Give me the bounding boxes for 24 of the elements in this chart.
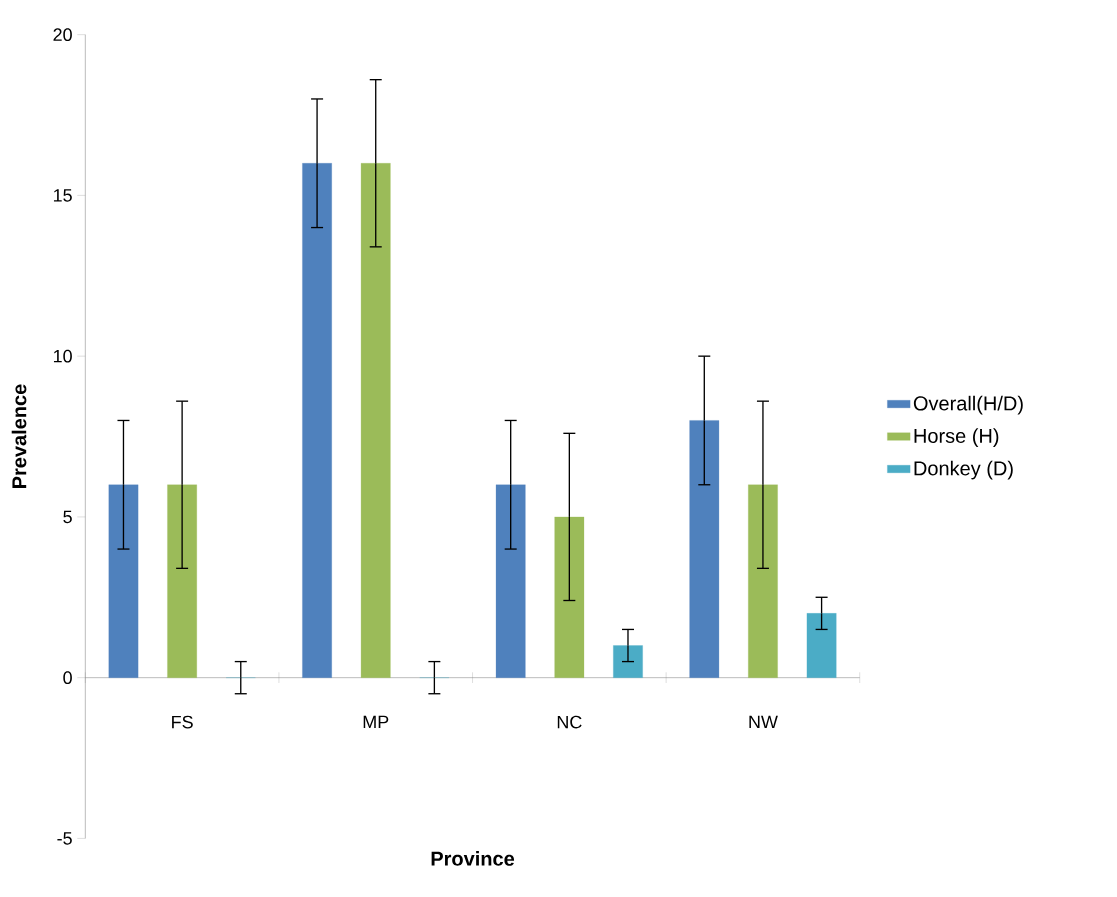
y-tick-label: 15: [53, 189, 72, 202]
bar: [360, 163, 391, 678]
bar: [167, 484, 197, 678]
x-tick-label: NC: [557, 715, 582, 729]
x-tick-label: MP: [363, 715, 389, 729]
bar: [806, 613, 837, 678]
bar: [495, 484, 526, 678]
legend-label: Horse (H): [914, 428, 999, 447]
bar: [748, 484, 778, 678]
x-axis-title: Province: [431, 851, 515, 866]
y-tick-label: 10: [53, 349, 72, 363]
legend-label: Donkey (D): [914, 460, 1013, 480]
y-axis-title: Prevalence: [11, 384, 27, 488]
y-tick-label: 20: [53, 28, 72, 41]
y-tick-label: 0: [63, 671, 72, 684]
bar: [613, 645, 643, 678]
bar: [689, 420, 720, 678]
x-tick-label: NW: [749, 715, 778, 729]
legend-label: Overall(H/D): [913, 395, 1023, 415]
bar: [302, 163, 332, 678]
y-tick-label: 5: [63, 510, 72, 524]
x-tick-label: FS: [172, 715, 193, 729]
y-tick-label: -5: [57, 832, 72, 845]
bar: [108, 484, 139, 678]
